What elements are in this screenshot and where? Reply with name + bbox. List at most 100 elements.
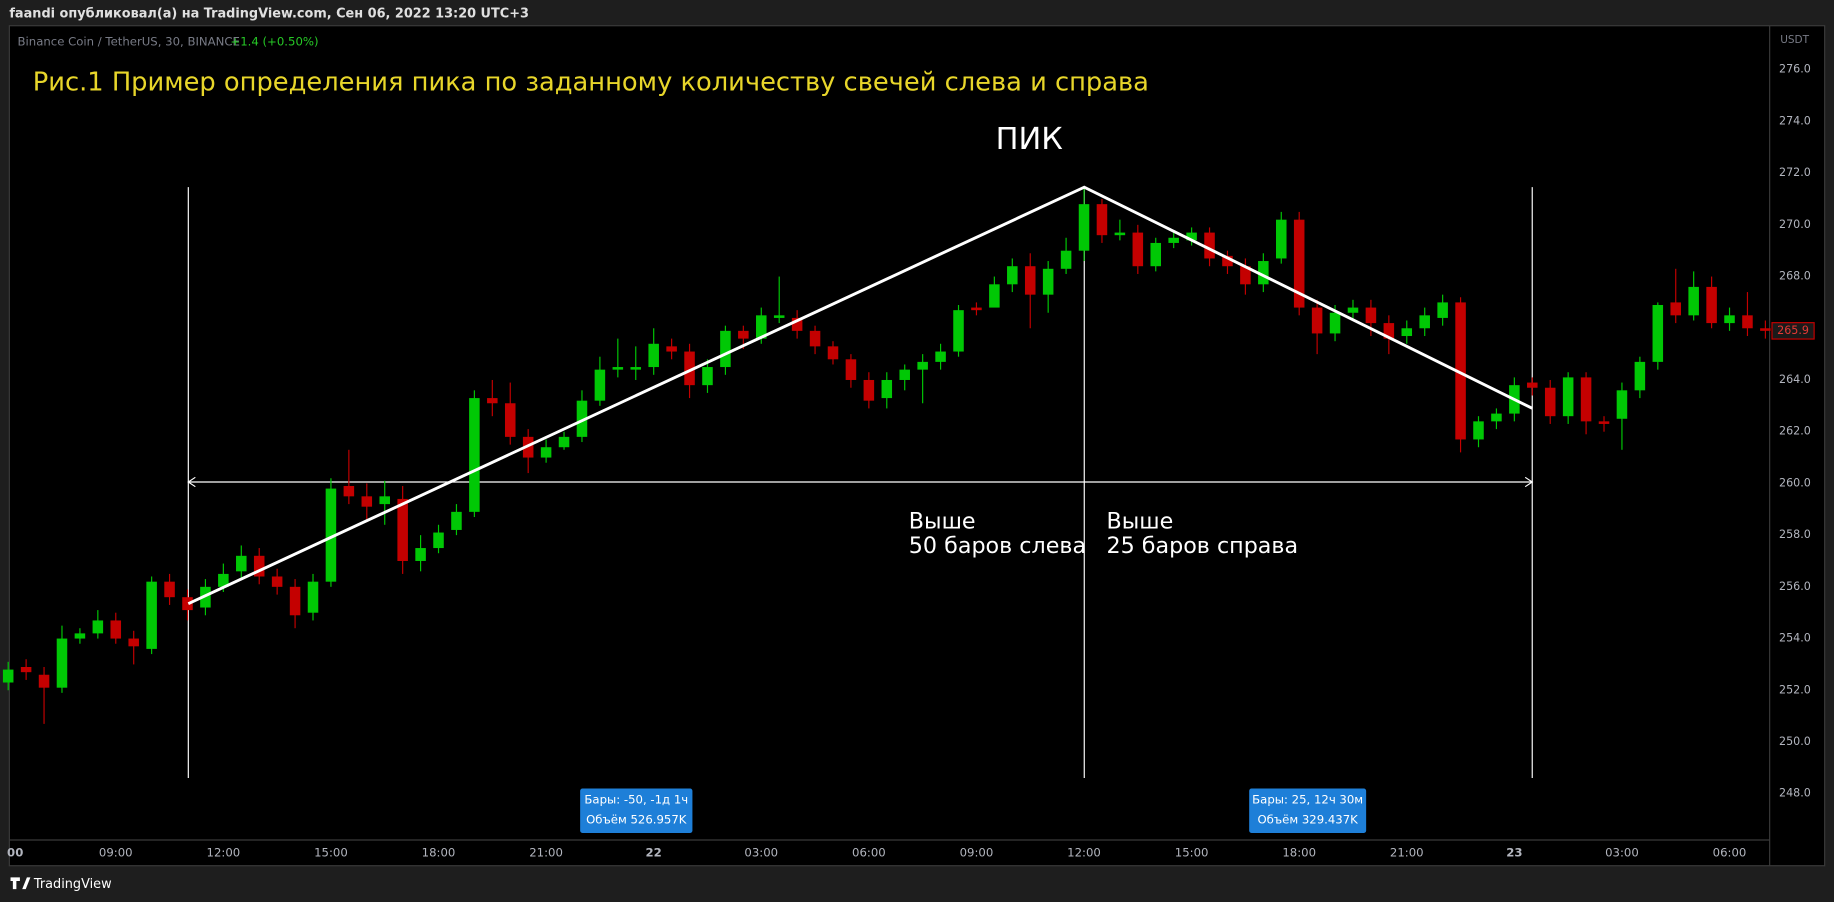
candle-body bbox=[1024, 266, 1036, 295]
candle-body bbox=[899, 369, 910, 380]
symbol: Binance Coin / TetherUS, 30, BINANCE bbox=[18, 35, 240, 49]
candle-body bbox=[379, 496, 390, 505]
candle-body bbox=[1293, 219, 1305, 308]
candle-body bbox=[1275, 219, 1287, 259]
y-tick-label: 270.0 bbox=[1779, 218, 1811, 231]
candle-body bbox=[56, 638, 68, 688]
currency: USDT bbox=[1780, 34, 1809, 46]
change: +1.4 (+0.50%) bbox=[230, 35, 318, 49]
candle-body bbox=[1455, 302, 1466, 440]
candle-body bbox=[1706, 286, 1717, 324]
drawings bbox=[187, 187, 1534, 778]
candle-body bbox=[738, 330, 749, 339]
candle-body bbox=[1580, 377, 1592, 422]
candle-body bbox=[1760, 328, 1771, 331]
x-tick-label: 03:00 bbox=[744, 845, 778, 859]
y-tick-label: 252.0 bbox=[1779, 683, 1811, 696]
x-tick-label: 09:00 bbox=[960, 845, 994, 859]
candle-body bbox=[20, 666, 32, 673]
candle-body bbox=[1383, 323, 1395, 339]
measure-bars: Бары: 25, 12ч 30м bbox=[1252, 793, 1363, 807]
annotation: Выше bbox=[1106, 508, 1173, 534]
candle-body bbox=[1347, 307, 1359, 313]
candle-body bbox=[74, 633, 86, 639]
candle-body bbox=[594, 369, 606, 401]
candle-body bbox=[38, 674, 50, 688]
chart-title: Рис.1 Пример определения пика по заданно… bbox=[33, 68, 1149, 98]
candle-body bbox=[325, 488, 337, 582]
candle-body bbox=[487, 398, 498, 404]
candle-body bbox=[720, 330, 731, 368]
candle-body bbox=[791, 317, 803, 331]
logo-mark bbox=[10, 877, 31, 890]
candle-body bbox=[1222, 255, 1233, 267]
candle-body bbox=[1562, 377, 1574, 417]
x-tick-label: 12:00 bbox=[207, 845, 241, 859]
candle-body bbox=[935, 351, 946, 362]
candle-body bbox=[756, 315, 767, 339]
candle-body bbox=[1724, 315, 1735, 324]
y-tick-label: 260.0 bbox=[1779, 476, 1811, 489]
candle-body bbox=[469, 398, 480, 512]
y-tick-label: 276.0 bbox=[1779, 63, 1811, 76]
candle-body bbox=[1616, 390, 1628, 419]
candle-body bbox=[1168, 237, 1179, 243]
last-price-box bbox=[1771, 322, 1815, 340]
x-tick-label: 09:00 bbox=[99, 845, 133, 859]
logo bbox=[10, 877, 31, 890]
candle-body bbox=[1096, 204, 1108, 236]
candle-body bbox=[1311, 307, 1323, 334]
measure-volume: Объём 329.437K bbox=[1257, 813, 1358, 827]
candle-body bbox=[1042, 268, 1054, 295]
x-tick-label: 23 bbox=[1506, 845, 1522, 859]
candle-body bbox=[128, 638, 139, 647]
arrow-heads bbox=[187, 476, 1534, 488]
y-tick-label: 272.0 bbox=[1779, 166, 1811, 179]
candle-body bbox=[648, 343, 659, 368]
candle-body bbox=[630, 367, 642, 370]
candle-body bbox=[773, 315, 785, 318]
x-tick-label: 03:00 bbox=[1605, 845, 1639, 859]
candle-body bbox=[1401, 328, 1413, 337]
candle-body bbox=[684, 351, 695, 386]
candle-body bbox=[415, 548, 426, 561]
annotation: 50 баров слева bbox=[909, 533, 1086, 559]
y-tick-label: 256.0 bbox=[1779, 580, 1811, 593]
candle-body bbox=[1491, 413, 1502, 422]
candle-body bbox=[1527, 382, 1538, 388]
candle-body bbox=[1204, 232, 1215, 259]
footer-brand: TradingView bbox=[33, 877, 112, 892]
candle-body bbox=[1186, 232, 1197, 241]
candle-body bbox=[2, 669, 14, 683]
candle-body bbox=[1078, 204, 1090, 251]
x-tick-label: 18:00 bbox=[422, 845, 456, 859]
y-tick-label: 274.0 bbox=[1779, 114, 1811, 127]
candle-body bbox=[1007, 266, 1018, 285]
x-tick-label: 06:00 bbox=[1713, 845, 1747, 859]
candle-body bbox=[845, 359, 857, 380]
x-tick-label: 22 bbox=[646, 845, 662, 859]
candle-body bbox=[953, 310, 964, 352]
x-tick-label: 00 bbox=[7, 845, 23, 859]
candle-body bbox=[289, 586, 301, 616]
candle-body bbox=[1132, 232, 1144, 267]
candle-body bbox=[253, 555, 265, 577]
candle-body bbox=[558, 436, 570, 448]
candle-body bbox=[863, 379, 875, 401]
candle-body bbox=[971, 307, 982, 311]
y-tick-label: 264.0 bbox=[1779, 373, 1811, 386]
y-tick-label: 262.0 bbox=[1779, 425, 1811, 438]
candle-body bbox=[361, 496, 373, 507]
x-tick-label: 06:00 bbox=[852, 845, 886, 859]
chart-area bbox=[8, 25, 1826, 867]
candle-body bbox=[218, 573, 229, 587]
candle-body bbox=[1419, 315, 1430, 329]
candle-body bbox=[146, 581, 157, 649]
candle-body bbox=[110, 620, 122, 639]
candle-body bbox=[1473, 421, 1484, 440]
candle-body bbox=[451, 511, 462, 530]
y-tick-label: 268.0 bbox=[1779, 270, 1811, 283]
candle-body bbox=[307, 581, 319, 613]
x-tick-label: 12:00 bbox=[1067, 845, 1101, 859]
